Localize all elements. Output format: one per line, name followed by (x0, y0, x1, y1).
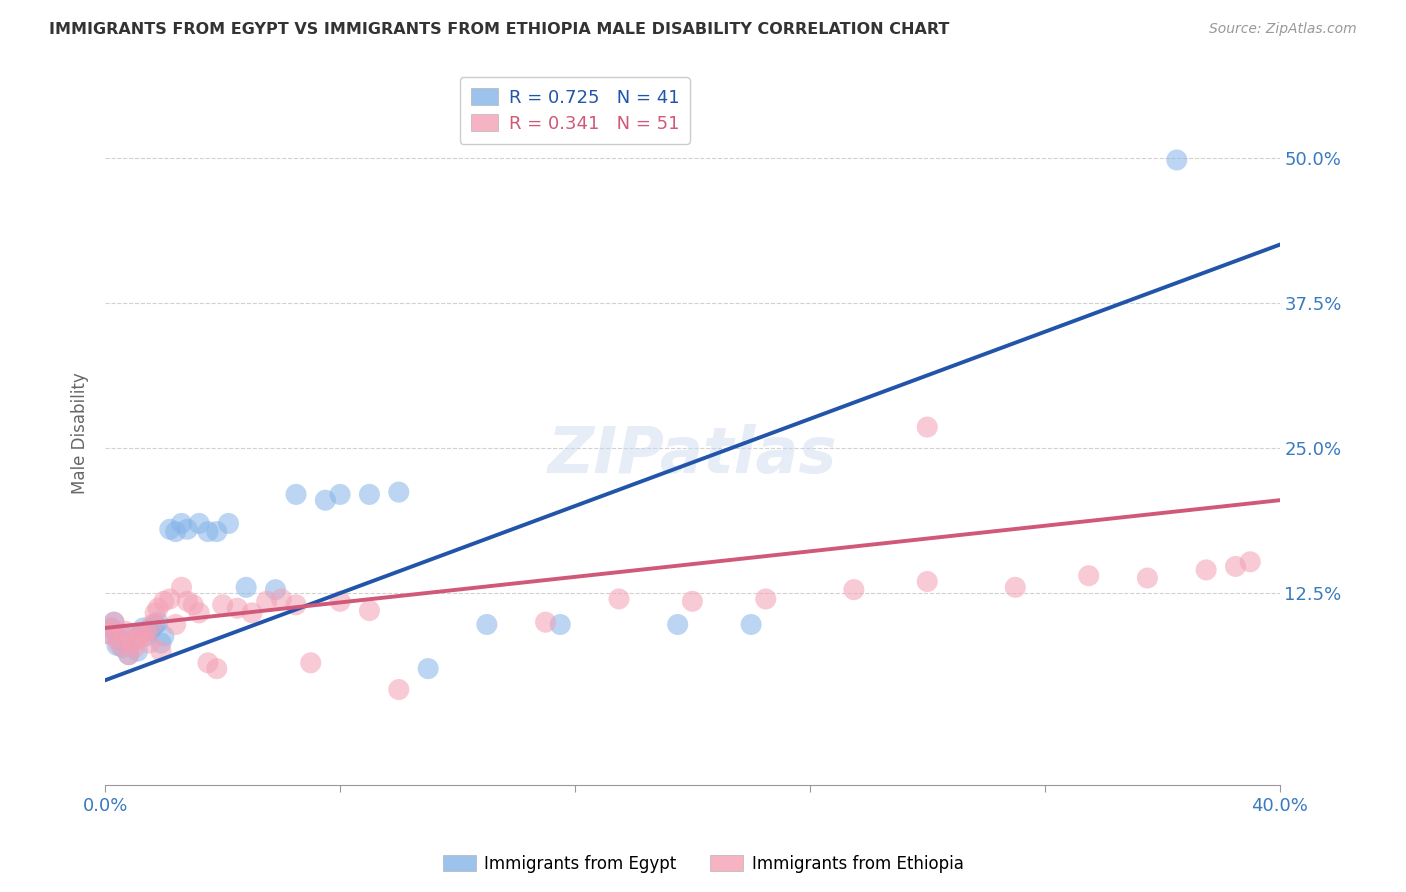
Point (108, 632, 131, 647)
Point (159, 591, 181, 606)
Point (915, 420, 938, 434)
Point (127, 632, 149, 647)
Text: ZIPatlas: ZIPatlas (547, 424, 837, 485)
Point (165, 617, 187, 632)
Point (105, 639, 128, 653)
Point (329, 594, 352, 608)
Point (159, 522, 181, 536)
Point (176, 594, 198, 608)
Point (666, 617, 689, 632)
Point (100, 621, 122, 635)
Point (153, 629, 176, 643)
Point (124, 640, 146, 655)
Point (124, 632, 146, 647)
Point (740, 617, 762, 632)
Point (129, 627, 152, 641)
Point (1004, 580, 1026, 594)
Point (205, 524, 228, 539)
Point (146, 601, 169, 615)
Point (264, 582, 287, 597)
Point (141, 617, 163, 632)
Text: IMMIGRANTS FROM EGYPT VS IMMIGRANTS FROM ETHIOPIA MALE DISABILITY CORRELATION CH: IMMIGRANTS FROM EGYPT VS IMMIGRANTS FROM… (49, 22, 949, 37)
Point (329, 487, 352, 501)
Point (181, 598, 204, 612)
Point (388, 485, 411, 500)
Point (132, 621, 155, 635)
Point (150, 636, 173, 650)
Point (165, 524, 187, 539)
Point (143, 606, 166, 620)
Point (359, 487, 381, 501)
Point (1239, 555, 1261, 569)
Point (681, 594, 703, 608)
Point (475, 617, 498, 632)
Point (114, 629, 136, 643)
Y-axis label: Male Disability: Male Disability (72, 373, 89, 494)
Point (153, 594, 176, 608)
Point (285, 487, 308, 501)
Point (118, 648, 141, 662)
Point (235, 580, 257, 594)
Point (103, 615, 125, 629)
Point (100, 621, 122, 635)
Legend: Immigrants from Egypt, Immigrants from Ethiopia: Immigrants from Egypt, Immigrants from E… (436, 848, 970, 880)
Point (105, 632, 128, 647)
Point (915, 574, 938, 589)
Point (135, 629, 157, 643)
Point (121, 636, 143, 650)
Point (1225, 559, 1247, 574)
Point (111, 640, 134, 655)
Point (138, 636, 160, 650)
Point (111, 629, 134, 643)
Point (188, 516, 211, 531)
Point (97, 627, 120, 641)
Point (299, 656, 322, 670)
Point (176, 522, 198, 536)
Point (121, 636, 143, 650)
Point (188, 606, 211, 620)
Text: Source: ZipAtlas.com: Source: ZipAtlas.com (1209, 22, 1357, 37)
Point (1166, 153, 1188, 167)
Point (197, 656, 219, 670)
Point (197, 524, 219, 539)
Point (211, 598, 233, 612)
Point (418, 662, 440, 676)
Point (205, 662, 228, 676)
Point (1077, 568, 1099, 582)
Point (240, 606, 263, 620)
Point (314, 493, 336, 508)
Point (842, 582, 865, 597)
Point (103, 615, 125, 629)
Point (97, 627, 120, 641)
Point (170, 580, 193, 594)
Point (150, 644, 173, 658)
Point (132, 629, 155, 643)
Point (388, 682, 411, 697)
Point (270, 591, 292, 606)
Point (285, 598, 308, 612)
Point (108, 639, 131, 653)
Point (141, 621, 163, 635)
Point (1136, 571, 1159, 585)
Point (226, 601, 249, 615)
Point (138, 624, 160, 639)
Point (129, 627, 152, 641)
Point (135, 624, 157, 639)
Point (218, 516, 240, 531)
Point (534, 615, 557, 629)
Legend: R = 0.725   N = 41, R = 0.341   N = 51: R = 0.725 N = 41, R = 0.341 N = 51 (460, 77, 690, 144)
Point (170, 516, 193, 531)
Point (755, 591, 778, 606)
Point (127, 644, 149, 658)
Point (256, 594, 278, 608)
Point (143, 617, 166, 632)
Point (114, 624, 136, 639)
Point (146, 615, 169, 629)
Point (607, 591, 630, 606)
Point (118, 648, 141, 662)
Point (1195, 563, 1218, 577)
Point (548, 617, 571, 632)
Point (359, 603, 381, 617)
